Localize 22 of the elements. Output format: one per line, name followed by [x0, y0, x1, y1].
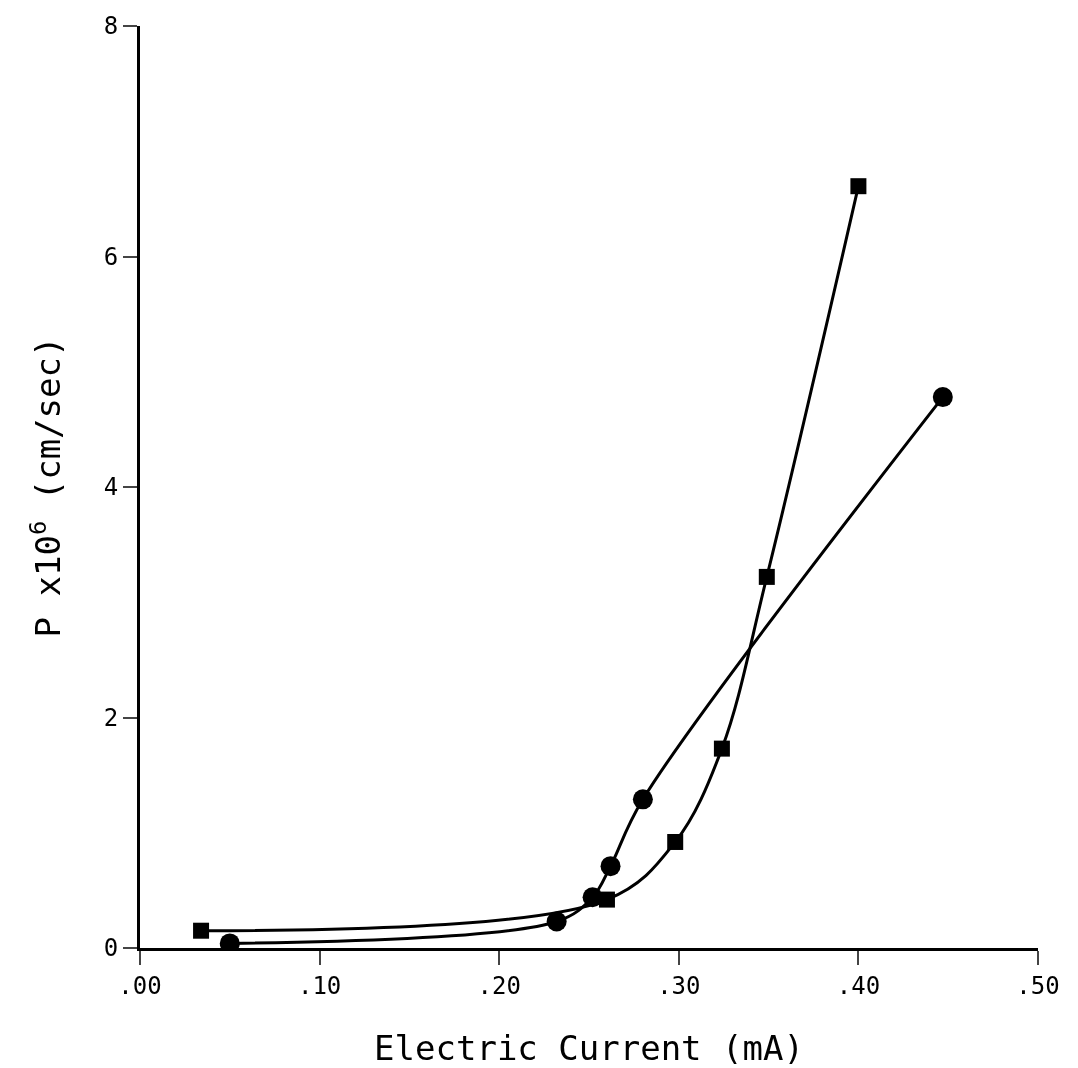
- x-tick-label: .00: [118, 971, 162, 1000]
- y-tick-label: 2: [103, 703, 119, 732]
- x-tick-label: .10: [297, 971, 342, 1000]
- point: [600, 856, 621, 877]
- y-tick-label: 4: [103, 473, 119, 502]
- point: [758, 568, 775, 585]
- point: [193, 922, 210, 939]
- point: [667, 833, 684, 850]
- x-axis-title: Electric Current (mA): [374, 1028, 804, 1068]
- x-tick-label: .40: [836, 971, 881, 1000]
- point: [632, 789, 653, 810]
- x-tick-label: .30: [657, 971, 701, 1000]
- point: [546, 911, 567, 932]
- x-tick-label: .20: [477, 971, 521, 1000]
- y-tick-label: 8: [103, 12, 119, 41]
- x-tick-label: .50: [1016, 971, 1060, 1000]
- point: [713, 740, 730, 757]
- point: [932, 387, 953, 408]
- point: [850, 178, 867, 195]
- y-tick-label: 6: [103, 242, 119, 271]
- point: [582, 887, 603, 908]
- y-tick-label: 0: [103, 934, 119, 963]
